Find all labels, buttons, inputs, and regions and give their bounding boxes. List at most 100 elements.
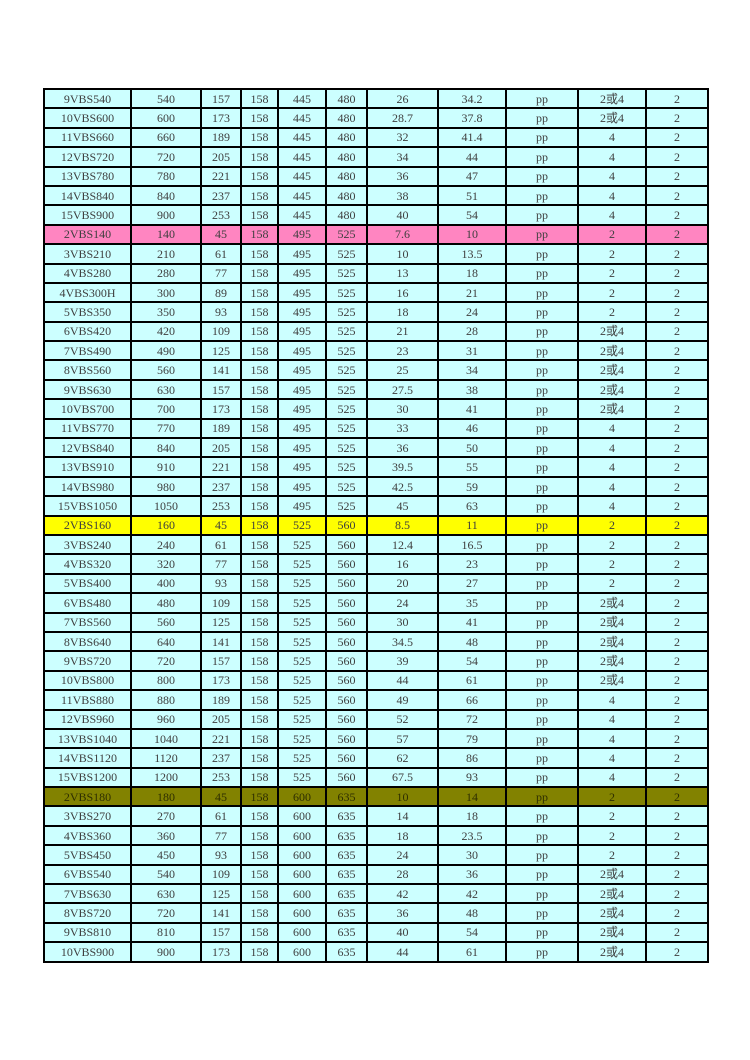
table-cell: 180 bbox=[130, 786, 202, 808]
table-row: 9VBS540 540 157 158 445 480 26 34.2 pp 2或4 2 bbox=[43, 87, 709, 110]
table-row: 12VBS960 960 205 158 525 560 52 72 pp 4 2 bbox=[43, 708, 709, 730]
table-cell: 36 bbox=[437, 863, 507, 886]
table-cell: 720 bbox=[130, 902, 202, 924]
table-cell: 560 bbox=[325, 708, 368, 730]
table-cell: 2 bbox=[577, 301, 647, 323]
table-cell: 495 bbox=[277, 301, 327, 323]
table-cell: pp bbox=[505, 359, 579, 381]
table-cell: 28.7 bbox=[366, 107, 439, 129]
table-cell: 37.8 bbox=[437, 107, 507, 129]
table-cell: 2 bbox=[577, 262, 647, 284]
model-cell: 10VBS800 bbox=[43, 669, 132, 692]
table-cell: 158 bbox=[240, 437, 279, 459]
table-cell: pp bbox=[505, 844, 579, 866]
table-cell: 2或4 bbox=[577, 359, 647, 381]
table-row: 7VBS630 630 125 158 600 635 42 42 pp 2或4 2 bbox=[43, 882, 709, 905]
table-cell: 8.5 bbox=[366, 514, 439, 537]
table-cell: pp bbox=[505, 708, 579, 730]
table-cell: 39 bbox=[366, 650, 439, 672]
table-cell: 2 bbox=[645, 184, 709, 207]
table-cell: 560 bbox=[325, 630, 368, 653]
table-cell: 2或4 bbox=[577, 398, 647, 420]
table-cell: 4 bbox=[577, 126, 647, 149]
table-cell: pp bbox=[505, 941, 579, 963]
model-cell: 4VBS300H bbox=[43, 281, 132, 304]
table-cell: 158 bbox=[240, 611, 279, 633]
table-cell: 2 bbox=[645, 301, 709, 323]
table-cell: 840 bbox=[130, 437, 202, 459]
table-cell: pp bbox=[505, 243, 579, 265]
model-cell: 13VBS780 bbox=[43, 165, 132, 187]
table-cell: 21 bbox=[437, 281, 507, 304]
table-cell: 525 bbox=[325, 359, 368, 381]
table-row: 3VBS270 270 61 158 600 635 14 18 pp 2 2 bbox=[43, 805, 709, 827]
table-row: 15VBS1200 1200 253 158 525 560 67.5 93 pp 4 2 bbox=[43, 766, 709, 789]
table-cell: 780 bbox=[130, 165, 202, 187]
table-cell: 635 bbox=[325, 805, 368, 827]
table-cell: 16 bbox=[366, 553, 439, 575]
table-cell: 910 bbox=[130, 456, 202, 478]
table-cell: 158 bbox=[240, 262, 279, 284]
table-cell: 4 bbox=[577, 747, 647, 769]
table-cell: 2 bbox=[645, 572, 709, 595]
table-cell: 600 bbox=[277, 805, 327, 827]
table-cell: 2 bbox=[645, 204, 709, 226]
table-cell: 28 bbox=[366, 863, 439, 886]
table-cell: 880 bbox=[130, 689, 202, 711]
model-cell: 4VBS360 bbox=[43, 824, 132, 847]
model-cell: 3VBS210 bbox=[43, 243, 132, 265]
table-cell: 525 bbox=[325, 456, 368, 478]
table-cell: 2 bbox=[645, 146, 709, 168]
table-cell: 48 bbox=[437, 902, 507, 924]
table-cell: 44 bbox=[437, 146, 507, 168]
table-cell: 158 bbox=[240, 630, 279, 653]
table-cell: 221 bbox=[200, 727, 242, 750]
table-cell: 36 bbox=[366, 165, 439, 187]
table-cell: pp bbox=[505, 126, 579, 149]
table-cell: 600 bbox=[130, 107, 202, 129]
vbs-spec-table: 9VBS540 540 157 158 445 480 26 34.2 pp 2或4 2 10VBS6… bbox=[43, 87, 709, 963]
table-cell: 400 bbox=[130, 572, 202, 595]
table-cell: 2 bbox=[645, 863, 709, 886]
table-cell: 4 bbox=[577, 146, 647, 168]
table-cell: pp bbox=[505, 495, 579, 517]
table-cell: 525 bbox=[325, 417, 368, 440]
table-cell: 480 bbox=[325, 87, 368, 110]
table-cell: 560 bbox=[325, 572, 368, 595]
table-cell: 495 bbox=[277, 243, 327, 265]
table-cell: 158 bbox=[240, 243, 279, 265]
table-cell: 40 bbox=[366, 204, 439, 226]
table-cell: 2 bbox=[645, 902, 709, 924]
table-cell: 640 bbox=[130, 630, 202, 653]
table-cell: 158 bbox=[240, 456, 279, 478]
table-cell: pp bbox=[505, 533, 579, 556]
table-cell: 237 bbox=[200, 475, 242, 498]
table-cell: pp bbox=[505, 301, 579, 323]
table-row: 14VBS840 840 237 158 445 480 38 51 pp 4 2 bbox=[43, 184, 709, 207]
table-row: 4VBS360 360 77 158 600 635 18 23.5 pp 2 2 bbox=[43, 824, 709, 847]
table-cell: 158 bbox=[240, 475, 279, 498]
table-cell: 800 bbox=[130, 669, 202, 692]
model-cell: 13VBS1040 bbox=[43, 727, 132, 750]
table-cell: 560 bbox=[325, 592, 368, 614]
table-cell: 2或4 bbox=[577, 863, 647, 886]
table-cell: 158 bbox=[240, 417, 279, 440]
table-cell: 600 bbox=[277, 921, 327, 944]
table-cell: 253 bbox=[200, 204, 242, 226]
table-row: 10VBS700 700 173 158 495 525 30 41 pp 2或4 2 bbox=[43, 398, 709, 420]
table-cell: 14 bbox=[366, 805, 439, 827]
table-cell: 2 bbox=[645, 514, 709, 537]
table-cell: 66 bbox=[437, 689, 507, 711]
model-cell: 7VBS630 bbox=[43, 882, 132, 905]
table-cell: 4 bbox=[577, 437, 647, 459]
table-cell: pp bbox=[505, 223, 579, 246]
table-cell: 158 bbox=[240, 107, 279, 129]
table-cell: 158 bbox=[240, 495, 279, 517]
table-cell: 480 bbox=[325, 126, 368, 149]
table-cell: 2或4 bbox=[577, 378, 647, 401]
table-cell: pp bbox=[505, 378, 579, 401]
table-cell: 54 bbox=[437, 650, 507, 672]
model-cell: 12VBS840 bbox=[43, 437, 132, 459]
table-cell: 2 bbox=[577, 824, 647, 847]
table-cell: 525 bbox=[277, 572, 327, 595]
